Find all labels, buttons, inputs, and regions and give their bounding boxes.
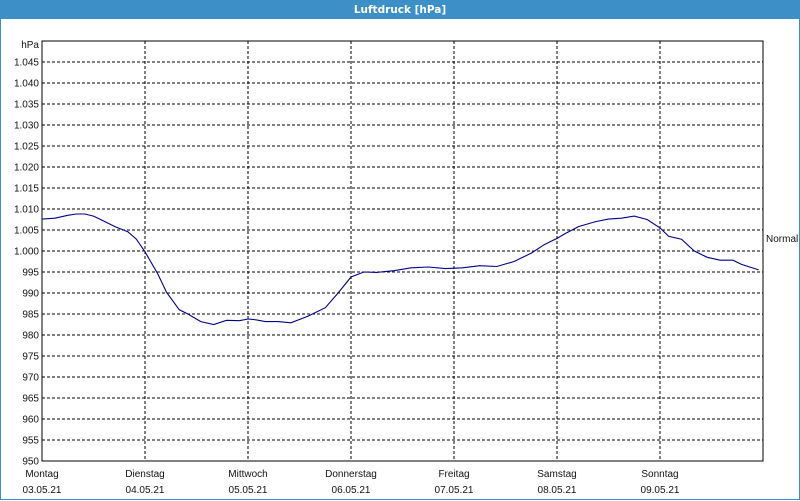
x-tick-day: Donnerstag	[325, 469, 377, 480]
y-tick-label: 990	[22, 289, 39, 300]
x-tick-day: Sonntag	[641, 469, 678, 480]
y-tick-label: 1.000	[14, 247, 39, 258]
y-tick-label: 1.025	[14, 142, 39, 153]
x-tick-day: Samstag	[537, 469, 576, 480]
x-tick-day: Freitag	[438, 469, 469, 480]
x-tick-date: 06.05.21	[332, 485, 371, 496]
y-tick-label: 1.045	[14, 58, 39, 69]
y-tick-label: 1.040	[14, 79, 39, 90]
x-tick-date: 07.05.21	[435, 485, 474, 496]
x-tick-day: Montag	[25, 469, 58, 480]
x-tick-date: 03.05.21	[23, 485, 62, 496]
x-tick-day: Dienstag	[125, 469, 164, 480]
y-tick-label: 965	[22, 394, 39, 405]
y-tick-label: 955	[22, 436, 39, 447]
y-tick-label: 985	[22, 310, 39, 321]
y-tick-label: 975	[22, 352, 39, 363]
x-tick-date: 04.05.21	[126, 485, 165, 496]
y-tick-label: 1.030	[14, 121, 39, 132]
x-tick-date: 09.05.21	[641, 485, 680, 496]
normal-reference-label: Normal	[766, 234, 798, 245]
y-tick-label: 950	[22, 457, 39, 468]
y-tick-label: 1.020	[14, 163, 39, 174]
pressure-series-line	[41, 213, 759, 326]
y-tick-label: 1.035	[14, 100, 39, 111]
y-tick-label: 960	[22, 415, 39, 426]
chart-title: Luftdruck [hPa]	[1, 1, 799, 19]
x-tick-date: 05.05.21	[229, 485, 268, 496]
y-tick-label: 1.015	[14, 184, 39, 195]
y-tick-label: 1.010	[14, 205, 39, 216]
y-tick-label: 970	[22, 373, 39, 384]
y-tick-label: 980	[22, 331, 39, 342]
x-tick-day: Mittwoch	[228, 469, 267, 480]
x-tick-date: 08.05.21	[538, 485, 577, 496]
y-axis-unit: hPa	[21, 40, 39, 51]
y-tick-label: 995	[22, 268, 39, 279]
y-tick-label: 1.005	[14, 226, 39, 237]
